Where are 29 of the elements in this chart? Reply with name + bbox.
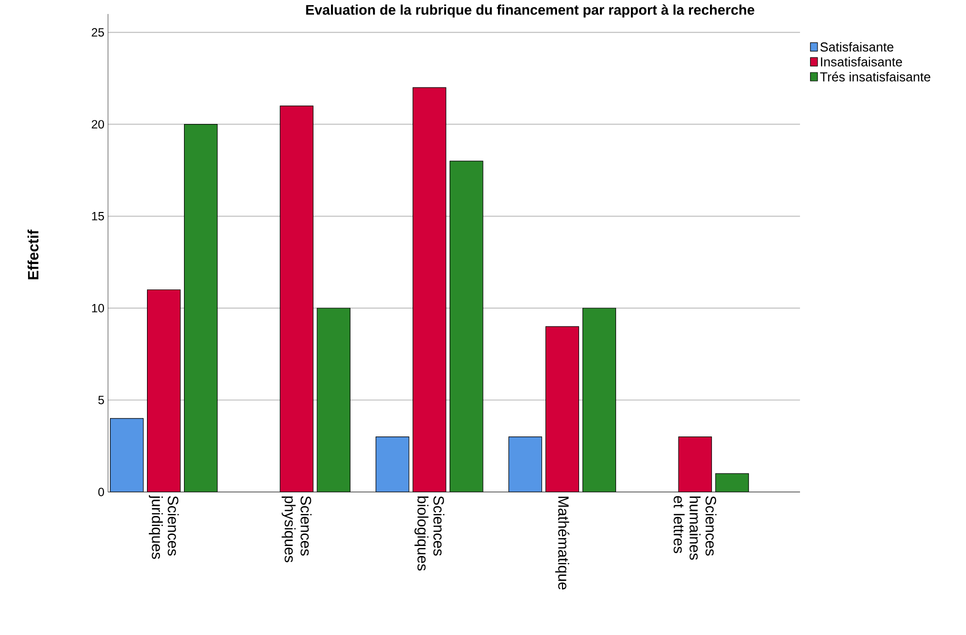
x-tick-label: Sciences biologiques [414,496,444,571]
y-tick-label: 25 [92,28,104,37]
y-tick-label: 5 [98,396,104,404]
x-tick-label: Sciences humaines et lettres [674,496,717,560]
bar [678,436,712,492]
bar [376,436,409,492]
y-tick-label: 0 [98,488,104,496]
bar [317,308,350,492]
bar [280,106,314,492]
x-tick-label: Mathématique [555,496,570,590]
bar [450,161,483,492]
legend-label: Trés insatisfaisante [820,72,930,82]
y-tick-label: 15 [92,212,104,220]
y-tick-label: 20 [92,120,104,129]
y-tick-label: 10 [92,304,104,312]
bar [582,308,616,492]
chart-title: Evaluation de la rubrique du financement par rapport à la recherche [306,4,754,18]
y-axis-title: Effectif [28,230,38,280]
legend-label: Insatisfaisante [820,56,902,66]
x-tick-label: Sciences juridiques [148,495,179,559]
bar [412,88,446,492]
bar [147,290,180,492]
bar [715,473,749,492]
legend-label: Satisfaisante [820,42,894,52]
bar [184,124,218,492]
bar [110,418,144,492]
x-tick-label: Sciences physiques [282,496,312,562]
bar [508,436,542,492]
bar [546,326,579,492]
